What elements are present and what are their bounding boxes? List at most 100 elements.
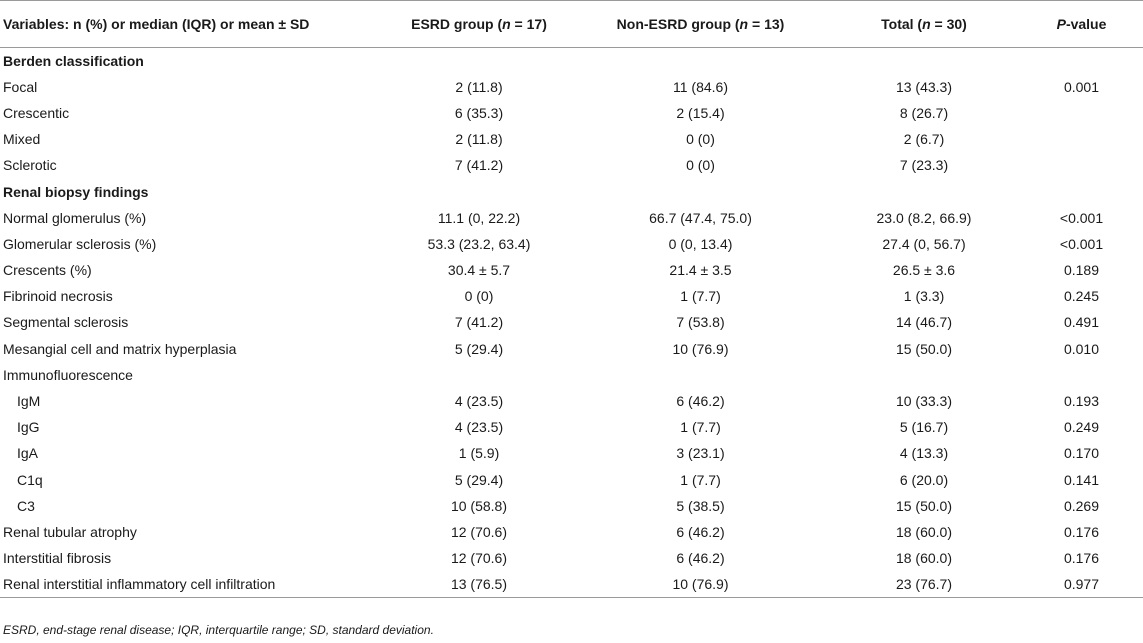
cell-non-esrd: 0 (0) xyxy=(686,157,715,174)
cell-non-esrd: 6 (46.2) xyxy=(676,550,725,567)
header-variables: Variables: n (%) or median (IQR) or mean… xyxy=(0,0,385,48)
row-label: Fibrinoid necrosis xyxy=(3,288,113,305)
table-row: Segmental sclerosis 7 (41.2) 7 (53.8) 14… xyxy=(0,309,1143,335)
cell-p-value: 0.189 xyxy=(1063,262,1100,279)
row-label: Immunofluorescence xyxy=(3,366,133,383)
cell-non-esrd: 6 (46.2) xyxy=(676,393,725,410)
cell-esrd: 1 (5.9) xyxy=(458,445,500,462)
cell-non-esrd: 2 (15.4) xyxy=(676,104,725,121)
cell-total: 23.0 (8.2, 66.9) xyxy=(876,209,972,226)
table-row: C3 10 (58.8) 5 (38.5) 15 (50.0) 0.269 xyxy=(0,493,1143,519)
cell-non-esrd: 11 (84.6) xyxy=(673,78,728,95)
cell-non-esrd: 1 (7.7) xyxy=(680,419,721,436)
table-row: Renal interstitial inflammatory cell inf… xyxy=(0,571,1143,598)
row-label: Glomerular sclerosis (%) xyxy=(3,235,157,252)
cell-esrd: 30.4 ± 5.7 xyxy=(447,262,511,279)
table-row: IgM 4 (23.5) 6 (46.2) 10 (33.3) 0.193 xyxy=(0,388,1143,414)
cell-esrd: 4 (23.5) xyxy=(454,393,504,410)
row-label: C3 xyxy=(17,497,35,514)
cell-esrd: 5 (29.4) xyxy=(454,340,504,357)
section-row-biopsy: Renal biopsy findings xyxy=(0,178,1143,204)
row-label: IgA xyxy=(17,445,39,462)
cell-total: 5 (16.7) xyxy=(899,419,949,436)
section-title: Renal biopsy findings xyxy=(3,183,149,200)
row-label: Crescents (%) xyxy=(3,262,92,279)
cell-total: 23 (76.7) xyxy=(828,571,1020,598)
cell-esrd: 13 (76.5) xyxy=(385,571,573,598)
cell-total: 27.4 (0, 56.7) xyxy=(882,235,966,252)
cell-total: 15 (50.0) xyxy=(895,340,953,357)
row-label: IgG xyxy=(17,419,40,436)
row-label: Renal interstitial inflammatory cell inf… xyxy=(0,571,385,598)
cell-total: 1 (3.3) xyxy=(903,288,945,305)
cell-esrd xyxy=(385,362,573,388)
table-row: Fibrinoid necrosis 0 (0) 1 (7.7) 1 (3.3)… xyxy=(0,283,1143,309)
cell-esrd: 6 (35.3) xyxy=(454,104,504,121)
cell-non-esrd: 0 (0, 13.4) xyxy=(668,235,733,252)
cell-esrd: 12 (70.6) xyxy=(450,550,508,567)
row-label: Normal glomerulus (%) xyxy=(3,209,147,226)
cell-non-esrd: 1 (7.7) xyxy=(680,471,721,488)
cell-p-value xyxy=(1020,152,1143,178)
cell-p-value xyxy=(1020,362,1143,388)
cell-esrd: 4 (23.5) xyxy=(454,419,504,436)
cell-esrd: 2 (11.8) xyxy=(455,131,503,148)
table-row: Normal glomerulus (%) 11.1 (0, 22.2) 66.… xyxy=(0,205,1143,231)
cell-total: 8 (26.7) xyxy=(899,104,949,121)
table-row: Interstitial fibrosis 12 (70.6) 6 (46.2)… xyxy=(0,545,1143,571)
cell-non-esrd: 21.4 ± 3.5 xyxy=(669,262,732,279)
table-row: Glomerular sclerosis (%) 53.3 (23.2, 63.… xyxy=(0,231,1143,257)
cell-total: 18 (60.0) xyxy=(895,523,953,540)
cell-non-esrd xyxy=(573,362,828,388)
cell-non-esrd: 1 (7.7) xyxy=(680,288,721,305)
cell-p-value: 0.141 xyxy=(1063,471,1100,488)
cell-total: 13 (43.3) xyxy=(895,78,953,95)
row-label: Sclerotic xyxy=(3,157,57,174)
table-footnote: ESRD, end-stage renal disease; IQR, inte… xyxy=(3,623,434,637)
cell-p-value: 0.001 xyxy=(1063,78,1100,95)
cell-non-esrd: 7 (53.8) xyxy=(676,314,725,331)
cell-total: 7 (23.3) xyxy=(899,157,949,174)
cell-total: 6 (20.0) xyxy=(899,471,949,488)
cell-non-esrd: 0 (0) xyxy=(686,131,715,148)
cell-p-value xyxy=(1020,100,1143,126)
cell-esrd: 10 (58.8) xyxy=(450,497,508,514)
row-label: Interstitial fibrosis xyxy=(3,550,112,567)
cell-total: 18 (60.0) xyxy=(895,550,953,567)
cell-non-esrd: 5 (38.5) xyxy=(676,497,725,514)
cell-total: 10 (33.3) xyxy=(895,393,953,410)
cell-esrd: 12 (70.6) xyxy=(450,523,508,540)
table-row: Focal 2 (11.8) 11 (84.6) 13 (43.3) 0.001 xyxy=(0,74,1143,100)
table-body: Berden classification Focal 2 (11.8) 11 … xyxy=(0,48,1143,598)
cell-non-esrd: 6 (46.2) xyxy=(676,523,725,540)
cell-p-value: 0.193 xyxy=(1063,393,1100,410)
table-row: Mixed 2 (11.8) 0 (0) 2 (6.7) xyxy=(0,126,1143,152)
cell-esrd: 5 (29.4) xyxy=(454,471,504,488)
results-table: Variables: n (%) or median (IQR) or mean… xyxy=(0,0,1143,598)
cell-total: 14 (46.7) xyxy=(895,314,953,331)
cell-non-esrd: 66.7 (47.4, 75.0) xyxy=(649,209,752,226)
cell-esrd: 53.3 (23.2, 63.4) xyxy=(427,235,531,252)
table-header: Variables: n (%) or median (IQR) or mean… xyxy=(0,0,1143,48)
table-row: Sclerotic 7 (41.2) 0 (0) 7 (23.3) xyxy=(0,152,1143,178)
cell-total xyxy=(828,362,1020,388)
cell-p-value: 0.170 xyxy=(1063,445,1100,462)
cell-esrd: 7 (41.2) xyxy=(454,157,504,174)
table-row: IgA 1 (5.9) 3 (23.1) 4 (13.3) 0.170 xyxy=(0,440,1143,466)
row-label: Mesangial cell and matrix hyperplasia xyxy=(3,340,237,357)
header-total: Total (n = 30) xyxy=(828,0,1020,48)
cell-p-value: <0.001 xyxy=(1059,235,1104,252)
header-p-value: P-value xyxy=(1020,0,1143,48)
cell-esrd: 11.1 (0, 22.2) xyxy=(437,209,521,226)
header-non-esrd-group: Non-ESRD group (n = 13) xyxy=(573,0,828,48)
row-label: C1q xyxy=(17,471,43,488)
cell-p-value: 0.176 xyxy=(1063,523,1100,540)
cell-esrd: 0 (0) xyxy=(464,288,494,305)
cell-non-esrd: 10 (76.9) xyxy=(672,340,729,357)
section-title: Berden classification xyxy=(3,52,144,69)
row-label: Renal tubular atrophy xyxy=(3,523,137,540)
cell-p-value: 0.977 xyxy=(1020,571,1143,598)
table-row: C1q 5 (29.4) 1 (7.7) 6 (20.0) 0.141 xyxy=(0,467,1143,493)
row-label: Segmental sclerosis xyxy=(3,314,129,331)
